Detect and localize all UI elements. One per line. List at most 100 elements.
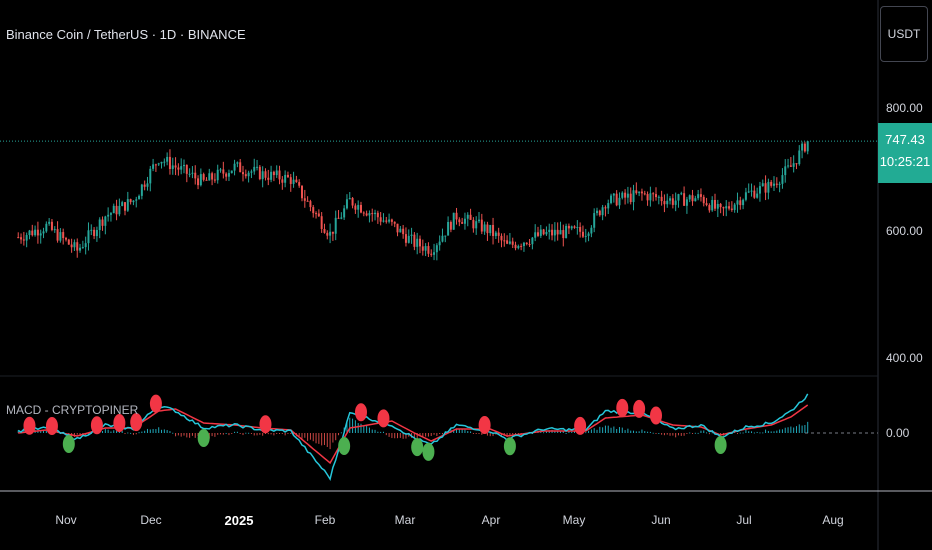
macd-zero-label: 0.00 bbox=[886, 426, 910, 440]
candle-body bbox=[157, 163, 160, 165]
macd-histogram-bar bbox=[697, 432, 699, 434]
candle-body bbox=[581, 231, 584, 237]
macd-histogram-bar bbox=[492, 433, 494, 437]
candle-body bbox=[500, 235, 503, 241]
candle-body bbox=[286, 174, 289, 178]
candle-body bbox=[121, 202, 124, 206]
candle-body bbox=[301, 185, 303, 199]
macd-histogram-bar bbox=[253, 433, 255, 436]
sell-signal-marker bbox=[633, 399, 646, 418]
candle-body bbox=[292, 179, 295, 184]
candle-body bbox=[714, 199, 716, 209]
sell-signal-marker bbox=[650, 406, 662, 425]
macd-histogram-bar bbox=[512, 433, 514, 435]
macd-histogram-bar bbox=[273, 433, 275, 436]
candle-body bbox=[154, 164, 157, 166]
candle-body bbox=[756, 193, 759, 198]
macd-histogram-bar bbox=[801, 425, 803, 433]
candle-body bbox=[452, 212, 455, 230]
candle-body bbox=[337, 217, 340, 219]
macd-histogram-bar bbox=[441, 433, 443, 435]
candle-body bbox=[388, 219, 391, 222]
macd-histogram-bar bbox=[798, 424, 800, 433]
buy-signal-marker bbox=[503, 437, 516, 456]
candle-body bbox=[65, 238, 67, 240]
candle-body bbox=[683, 193, 686, 206]
macd-histogram-bar bbox=[329, 433, 331, 450]
price-tick-label: 400.00 bbox=[886, 351, 923, 365]
candle-body bbox=[208, 173, 211, 181]
macd-indicator-title[interactable]: MACD - CRYPTOPINER bbox=[6, 403, 139, 417]
macd-histogram-bar bbox=[627, 428, 629, 433]
candle-body bbox=[382, 220, 385, 222]
candle-body bbox=[517, 245, 520, 249]
macd-histogram-bar bbox=[37, 431, 39, 433]
candle-body bbox=[267, 177, 270, 180]
macd-histogram-bar bbox=[571, 431, 573, 433]
macd-histogram-bar bbox=[102, 431, 104, 433]
last-price-badge: 747.43 10:25:21 bbox=[878, 123, 932, 183]
currency-button[interactable]: USDT bbox=[880, 6, 928, 62]
candle-body bbox=[728, 206, 731, 209]
candle-body bbox=[79, 247, 82, 251]
macd-histogram-bar bbox=[368, 427, 370, 433]
candle-body bbox=[798, 150, 801, 165]
macd-histogram-bar bbox=[382, 431, 384, 433]
candle-body bbox=[666, 200, 669, 205]
sell-signal-marker bbox=[574, 416, 587, 435]
macd-histogram-bar bbox=[366, 424, 368, 433]
macd-histogram-bar bbox=[225, 432, 227, 434]
macd-histogram-bar bbox=[312, 433, 314, 442]
candle-body bbox=[511, 241, 514, 245]
macd-histogram-bar bbox=[669, 433, 671, 436]
buy-signal-marker bbox=[62, 435, 75, 453]
candle-body bbox=[56, 229, 59, 241]
candle-body bbox=[537, 232, 539, 236]
candle-body bbox=[250, 171, 253, 173]
macd-histogram-bar bbox=[135, 433, 137, 435]
candle-body bbox=[39, 233, 42, 236]
candle-body bbox=[565, 225, 568, 239]
candle-body bbox=[351, 198, 354, 206]
candle-body bbox=[433, 252, 436, 255]
candle-body bbox=[674, 200, 677, 205]
time-axis-label: May bbox=[562, 513, 586, 527]
candle-body bbox=[407, 235, 410, 243]
candle-body bbox=[152, 164, 155, 169]
candle-body bbox=[497, 232, 500, 236]
macd-histogram-bar bbox=[279, 433, 281, 434]
macd-histogram-bar bbox=[470, 431, 472, 433]
candle-body bbox=[593, 213, 596, 228]
macd-histogram-bar bbox=[352, 418, 354, 433]
candle-body bbox=[118, 205, 121, 215]
candle-body bbox=[360, 204, 362, 213]
macd-histogram-bar bbox=[781, 429, 783, 433]
candle-body bbox=[435, 245, 438, 253]
macd-histogram-bar bbox=[211, 433, 213, 437]
macd-histogram-bar bbox=[456, 428, 458, 433]
macd-histogram-bar bbox=[540, 431, 542, 433]
candle-body bbox=[775, 183, 778, 185]
candle-body bbox=[525, 242, 528, 245]
candle-body bbox=[736, 200, 739, 205]
candle-body bbox=[323, 228, 326, 233]
macd-histogram-bar bbox=[349, 417, 351, 433]
macd-histogram-bar bbox=[593, 428, 595, 433]
macd-histogram-bar bbox=[166, 430, 168, 433]
macd-histogram-bar bbox=[124, 433, 126, 435]
candle-body bbox=[671, 198, 674, 205]
candle-body bbox=[84, 243, 87, 248]
candle-body bbox=[25, 235, 28, 241]
candle-body bbox=[362, 212, 365, 214]
candle-body bbox=[806, 141, 809, 152]
candle-body bbox=[272, 171, 275, 176]
macd-histogram-bar bbox=[633, 430, 635, 433]
macd-histogram-bar bbox=[807, 421, 809, 433]
macd-histogram-bar bbox=[236, 431, 238, 433]
candle-body bbox=[45, 223, 48, 232]
candle-body bbox=[278, 170, 281, 180]
macd-histogram-bar bbox=[711, 432, 713, 434]
macd-histogram-bar bbox=[439, 433, 441, 434]
macd-histogram-bar bbox=[141, 431, 143, 433]
